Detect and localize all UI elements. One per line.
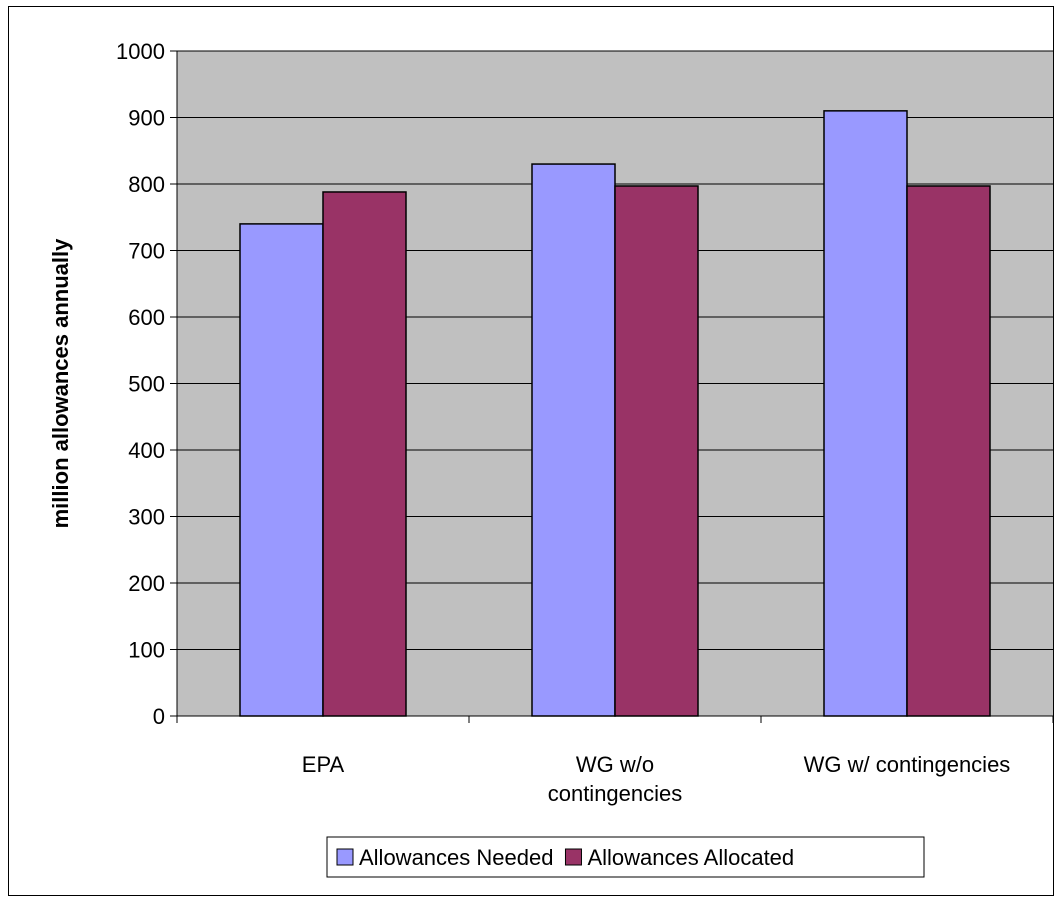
x-category-label-line: WG w/o [576,752,654,777]
bar-allocated [906,185,991,717]
bar-allocated [322,191,407,717]
y-tick-label: 0 [153,704,165,729]
x-category-label-line: WG w/ contingencies [804,752,1011,777]
x-category-label-line: contingencies [548,781,683,806]
x-category-label: WG w/o contingencies [548,752,683,806]
x-category-label: WG w/ contingencies [804,752,1011,777]
legend-swatch [336,848,354,866]
y-tick-label: 300 [128,505,165,530]
legend: Allowances Needed Allowances Allocated [326,836,925,878]
legend-label: Allowances Needed [359,845,553,870]
y-tick-label: 500 [128,372,165,397]
y-axis-label: million allowances annually [48,238,73,529]
y-tick-label: 1000 [116,39,165,64]
legend-label: Allowances Allocated [587,845,794,870]
y-tick-label: 900 [128,106,165,131]
x-category-label: EPA [302,752,345,777]
legend-box [326,836,925,878]
y-tick-label: 200 [128,571,165,596]
y-tick-label: 800 [128,172,165,197]
bar-needed [239,223,324,717]
y-tick-label: 600 [128,305,165,330]
legend-swatch [564,848,582,866]
bars [239,110,991,717]
bar-allocated [614,185,699,717]
x-axis-ticks: EPA WG w/o contingencies WG w/ contingencie… [176,716,1054,806]
y-tick-label: 100 [128,638,165,663]
y-tick-label: 400 [128,438,165,463]
bar-needed [531,163,616,717]
x-category-label-line: EPA [302,752,345,777]
y-axis-ticks: 0 100 200 300 400 500 600 700 800 900 1000 [116,39,177,729]
bar-needed [823,110,908,717]
y-tick-label: 700 [128,239,165,264]
